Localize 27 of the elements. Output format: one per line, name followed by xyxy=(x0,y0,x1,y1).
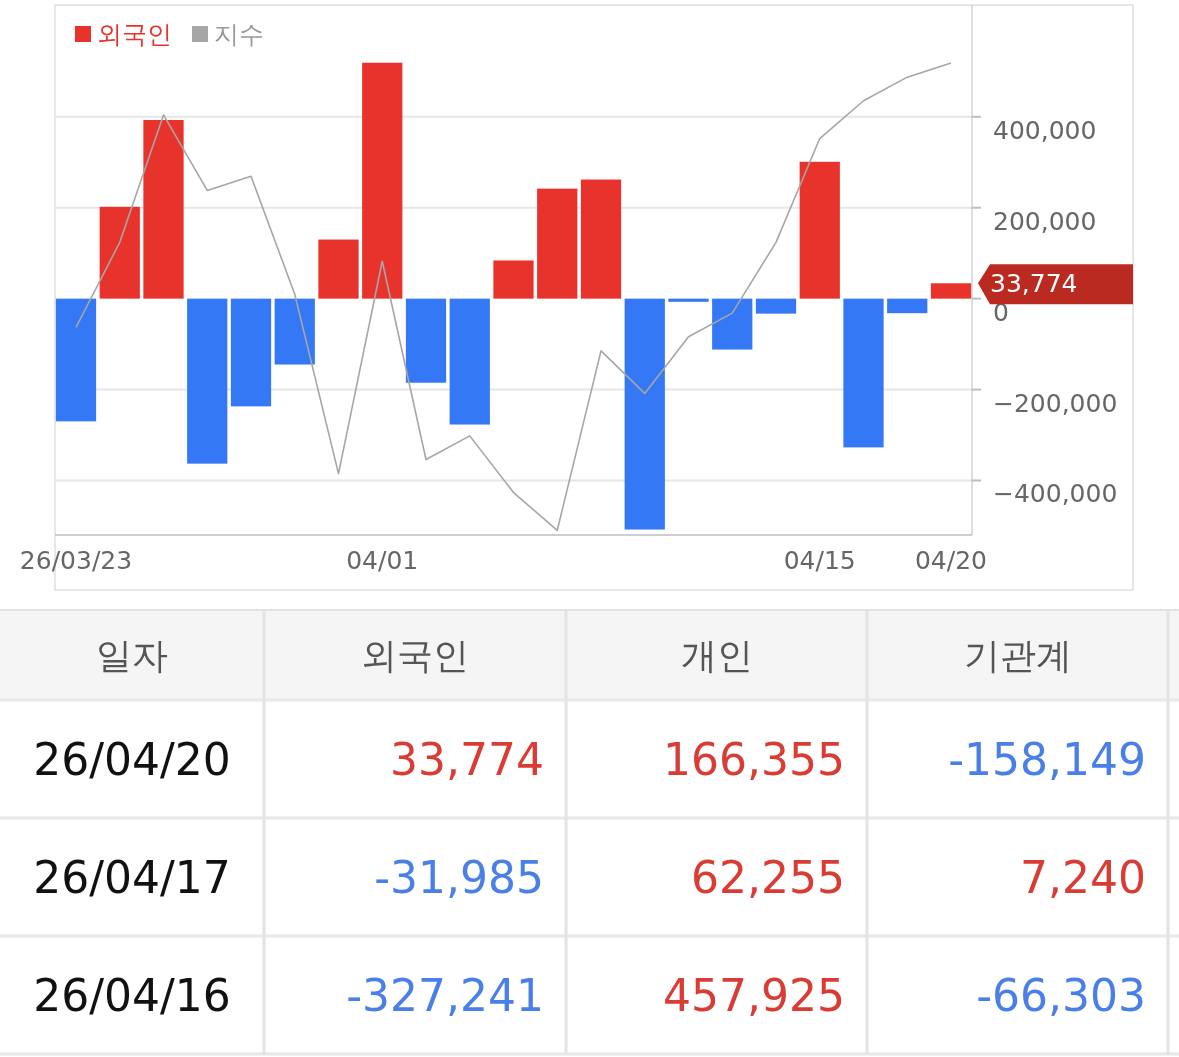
y-tick-label: 400,000 xyxy=(993,115,1097,145)
y-tick-label: −400,000 xyxy=(993,479,1118,509)
text: -158,149 xyxy=(948,734,1146,785)
text: 33,774 xyxy=(390,734,544,785)
text: 26/04/16 xyxy=(33,970,231,1021)
text: 166,355 xyxy=(663,734,845,785)
category-label: 기관계 xyxy=(963,635,1072,676)
category-label: 개인 xyxy=(680,635,753,676)
text: 457,925 xyxy=(663,970,845,1021)
y-tick-label: −200,000 xyxy=(993,388,1118,418)
y-tick-label: 200,000 xyxy=(993,206,1097,236)
text: -327,241 xyxy=(346,970,544,1021)
x-tick-label: 04/01 xyxy=(346,546,419,575)
text: 33,774 xyxy=(990,269,1078,299)
text: 62,255 xyxy=(691,852,845,903)
text: 26/04/20 xyxy=(33,734,231,785)
text: -66,303 xyxy=(976,970,1146,1021)
x-tick-label: 04/20 xyxy=(914,546,988,575)
x-tick-label: 26/03/23 xyxy=(19,546,133,575)
text: 26/04/17 xyxy=(33,852,231,903)
category-label: 일자 xyxy=(96,635,168,676)
legend-label: 외국인 xyxy=(97,20,172,49)
category-label: 외국인 xyxy=(361,635,469,676)
text: 7,240 xyxy=(1020,852,1146,903)
text: -31,985 xyxy=(374,852,544,903)
x-tick-label: 04/15 xyxy=(783,546,856,575)
legend-label: 지수 xyxy=(214,20,264,49)
